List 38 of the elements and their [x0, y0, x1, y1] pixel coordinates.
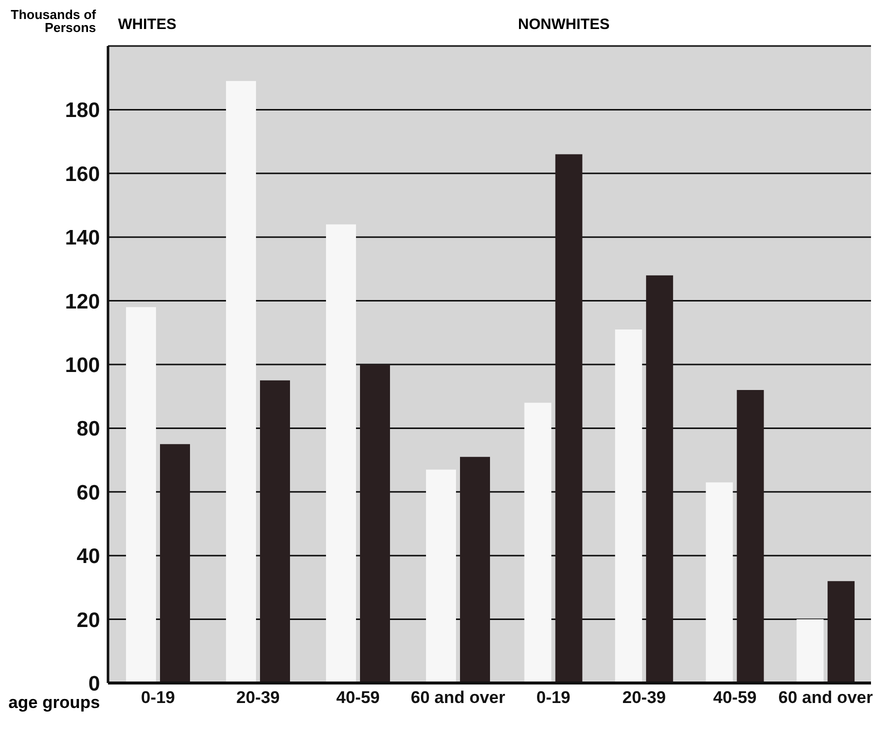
bar	[646, 275, 674, 683]
x-tick-label: 60 and over	[410, 688, 506, 708]
bar	[555, 154, 582, 683]
chart-title: WHITES	[118, 16, 176, 33]
bar	[460, 456, 490, 683]
bar	[736, 390, 764, 683]
y-tick-label: 100	[64, 354, 100, 377]
x-tick-label: 20-39	[622, 688, 666, 708]
x-tick-label: 60 and over	[778, 688, 874, 708]
y-tick-label: 160	[64, 162, 100, 186]
x-tick-label: 0-19	[140, 688, 176, 708]
bar	[426, 470, 456, 683]
y-tick-label: 120	[64, 290, 100, 314]
chart-title: NONWHITES	[518, 16, 610, 33]
x-tick-label: 0-19	[536, 688, 570, 708]
y-tick-label: 60	[76, 481, 100, 504]
y-tick-label: 20	[76, 608, 100, 632]
y-tick-label: 80	[76, 418, 100, 441]
bar	[360, 364, 390, 683]
bar	[326, 224, 356, 683]
bar	[615, 329, 642, 683]
bar	[796, 619, 824, 683]
bar	[828, 581, 855, 683]
x-tick-label: 20-39	[236, 688, 280, 708]
bar	[260, 380, 290, 683]
x-tick-label: 40-59	[713, 688, 757, 708]
bar	[160, 444, 190, 683]
x-tick-label: 40-59	[336, 688, 380, 708]
bar	[524, 402, 552, 683]
y-tick-label: 0	[88, 672, 100, 696]
y-tick-label: 180	[64, 99, 100, 122]
bar	[706, 482, 733, 683]
bar	[126, 307, 156, 683]
x-axis-title: age groups	[8, 693, 100, 713]
y-tick-label: 140	[64, 226, 100, 250]
y-tick-label: 40	[76, 545, 100, 568]
y-axis-title: Thousands of Persons	[10, 7, 96, 35]
bar	[226, 81, 256, 683]
